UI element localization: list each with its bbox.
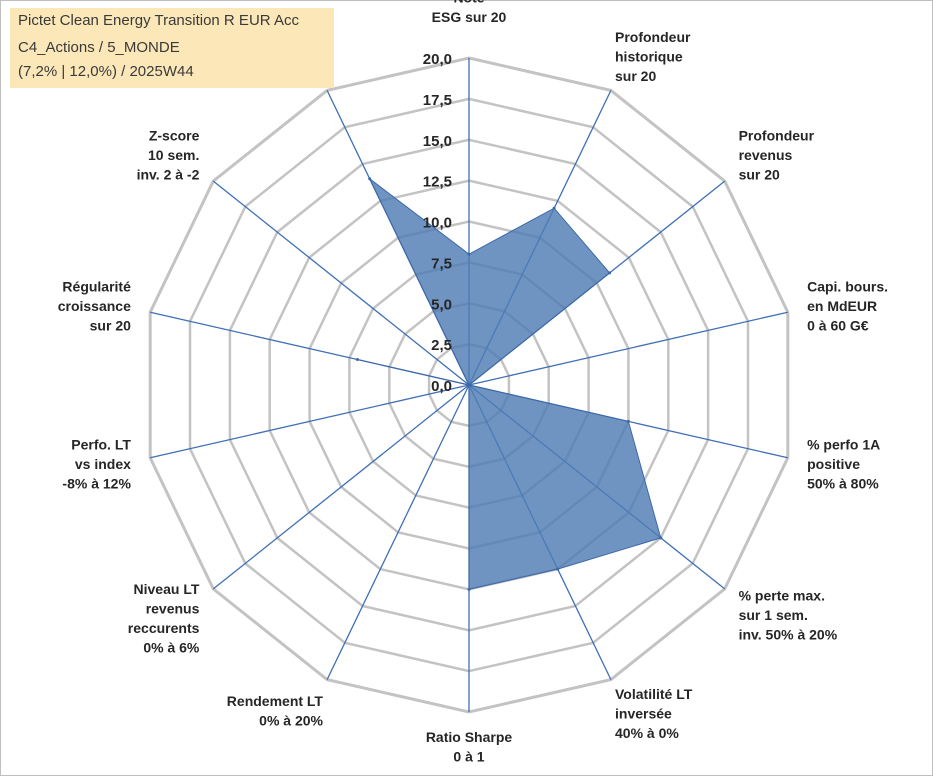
- fund-category: C4_Actions / 5_MONDE: [18, 39, 180, 56]
- tick-label: 10,0: [423, 215, 452, 232]
- axis-label: Profondeur revenus sur 20: [739, 127, 815, 182]
- tick-label: 12,5: [423, 174, 452, 191]
- fund-name: Pictet Clean Energy Transition R EUR Acc: [18, 12, 299, 29]
- axis-label: % perte max. sur 1 sem. inv. 50% à 20%: [739, 588, 838, 643]
- tick-label: 5,0: [431, 296, 452, 313]
- radar-series: [355, 177, 663, 591]
- tick-label: 20,0: [423, 51, 452, 68]
- axis-spoke: [326, 384, 470, 680]
- data-point: [467, 252, 471, 256]
- axis-label: NoteESG sur 20: [432, 0, 507, 25]
- axis-label: Niveau LT revenus reccurents 0% à 6%: [128, 581, 200, 656]
- axis-label: Perfo. LT vs index -8% à 12%: [62, 437, 131, 492]
- axis-label: Ratio Sharpe 0 à 1: [426, 729, 513, 765]
- axis-label: Capi. bours. en MdEUR 0 à 60 G€: [807, 279, 888, 334]
- data-point: [467, 383, 471, 387]
- data-point: [608, 271, 612, 275]
- axis-spoke: [212, 384, 470, 590]
- data-point: [552, 206, 556, 210]
- data-point: [368, 177, 372, 181]
- tick-label: 7,5: [431, 255, 452, 272]
- axis-label: % perfo 1A positive 50% à 80%: [807, 437, 880, 492]
- axis-label: Régularité croissance sur 20: [58, 279, 131, 334]
- axis-label: Rendement LT 0% à 20%: [227, 693, 324, 729]
- radial-tick-labels: 0,0 2,5 5,0 7,5 10,0 12,5 15,0 17,5 20,0: [423, 51, 452, 395]
- data-point: [355, 358, 359, 361]
- data-point: [626, 419, 630, 423]
- tick-label: 17,5: [423, 92, 452, 109]
- axis-spoke: [212, 180, 470, 386]
- tick-label: 0,0: [431, 378, 452, 395]
- axis-label: Profondeur historique sur 20: [615, 29, 691, 84]
- data-point: [467, 587, 471, 591]
- tick-label: 15,0: [423, 133, 452, 150]
- data-point: [659, 536, 663, 540]
- fund-stats: (7,2% | 12,0%) / 2025W44: [18, 63, 194, 80]
- axis-label: Z-score 10 sem. inv. 2 à -2: [137, 127, 200, 182]
- tick-label: 2,5: [431, 337, 452, 354]
- data-point: [556, 567, 560, 571]
- axis-label: Volatilité LT inversée 40% à 0%: [615, 686, 693, 741]
- fund-title-box: Pictet Clean Energy Transition R EUR Acc…: [10, 8, 334, 88]
- axis-spoke: [468, 311, 788, 386]
- axis-spoke: [150, 384, 470, 459]
